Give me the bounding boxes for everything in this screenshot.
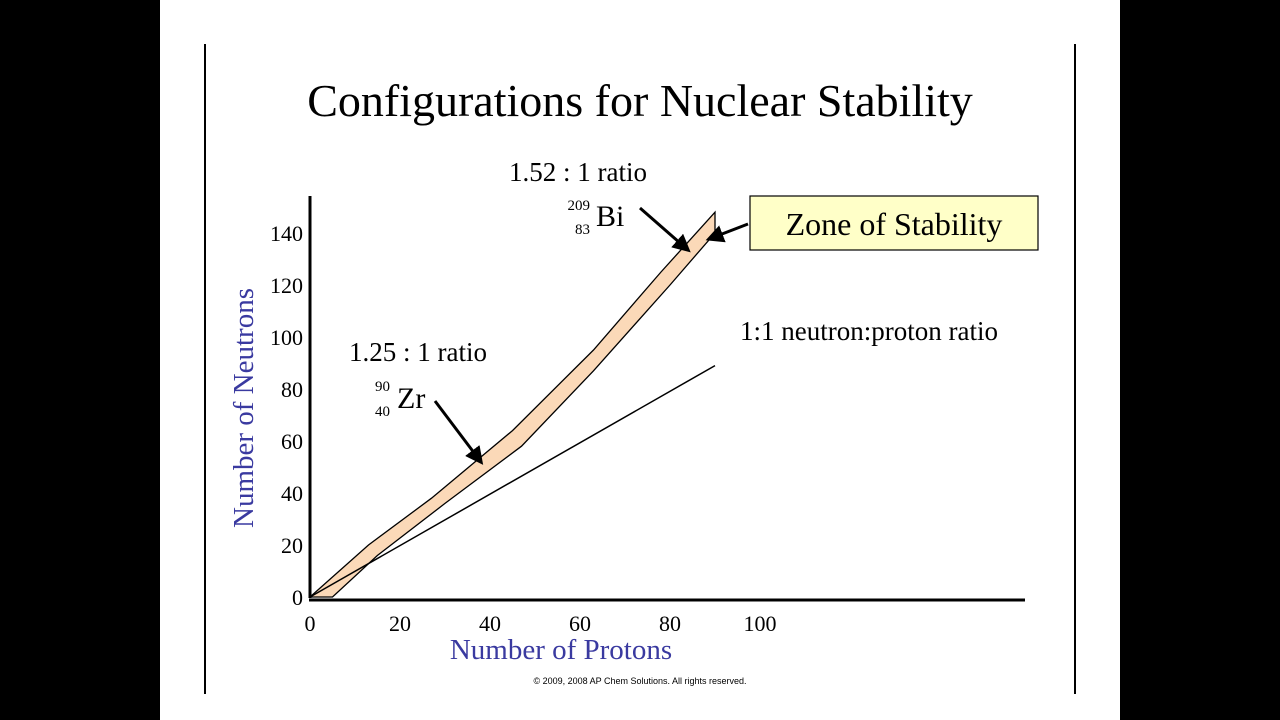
x-tick-label-80: 80 <box>659 611 681 636</box>
slide-border-left <box>204 44 206 694</box>
x-axis-title: Number of Protons <box>450 634 672 666</box>
slide-title: Configurations for Nuclear Stability <box>307 75 973 126</box>
zr-symbol: Zr <box>397 382 425 415</box>
y-tick-label-80: 80 <box>281 377 303 402</box>
bi-ratio-label: 1.52 : 1 ratio <box>509 157 647 187</box>
y-tick-label-140: 140 <box>270 221 303 246</box>
x-tick-label-60: 60 <box>569 611 591 636</box>
copyright: © 2009, 2008 AP Chem Solutions. All righ… <box>533 676 747 686</box>
y-tick-label-60: 60 <box>281 429 303 454</box>
one-to-one-ratio-label: 1:1 neutron:proton ratio <box>740 316 998 346</box>
x-tick-label-40: 40 <box>479 611 501 636</box>
y-tick-label-20: 20 <box>281 533 303 558</box>
x-tick-label-100: 100 <box>744 611 777 636</box>
zone-callout-label: Zone of Stability <box>786 206 1003 242</box>
bi-atomic-number: 83 <box>575 222 590 238</box>
zone-of-stability-band <box>308 210 716 598</box>
y-tick-label-120: 120 <box>270 273 303 298</box>
x-tick-label-0: 0 <box>305 611 316 636</box>
slide: Configurations for Nuclear Stability 0 20… <box>160 0 1120 720</box>
x-tick-label-20: 20 <box>389 611 411 636</box>
y-axis-title: Number of Neutrons <box>228 288 260 528</box>
chart: 0 20 40 60 80 100 0 20 40 60 80 100 120 140 Number of … <box>228 157 1039 666</box>
y-tick-label-40: 40 <box>281 481 303 506</box>
zone-callout-box <box>749 195 1039 251</box>
zr-atomic-number: 40 <box>375 404 390 420</box>
zr-arrow <box>433 400 484 465</box>
zr-mass-number: 90 <box>375 379 390 395</box>
bi-mass-number: 209 <box>568 198 591 214</box>
y-tick-label-100: 100 <box>270 325 303 350</box>
slide-border-right <box>1074 44 1076 694</box>
bi-arrow <box>639 206 691 253</box>
zone-callout-arrow <box>705 222 749 243</box>
one-to-one-ratio-line <box>309 364 716 598</box>
bi-symbol: Bi <box>596 200 624 233</box>
zr-ratio-label: 1.25 : 1 ratio <box>349 337 487 367</box>
y-tick-label-0: 0 <box>292 585 303 610</box>
